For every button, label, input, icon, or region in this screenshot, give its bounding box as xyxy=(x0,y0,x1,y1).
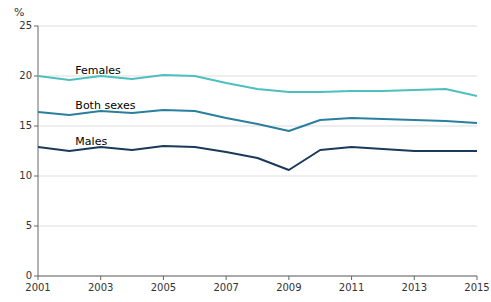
y-tick-label: 5 xyxy=(26,220,32,231)
x-tick-label: 2005 xyxy=(151,282,176,293)
series-label: Males xyxy=(75,135,107,148)
y-axis-label: % xyxy=(14,6,24,19)
x-tick xyxy=(351,276,352,280)
lines xyxy=(38,75,477,170)
x-tick xyxy=(288,276,289,280)
y-tick-label: 25 xyxy=(19,20,32,31)
series-label: Females xyxy=(75,64,121,77)
y-tick xyxy=(34,126,38,127)
x-tick xyxy=(414,276,415,280)
y-tick xyxy=(34,226,38,227)
x-tick xyxy=(38,276,39,280)
series-line xyxy=(38,146,477,170)
x-tick xyxy=(163,276,164,280)
y-tick xyxy=(34,76,38,77)
grid-line xyxy=(38,126,477,127)
x-tick-label: 2009 xyxy=(276,282,301,293)
x-tick-label: 2013 xyxy=(402,282,427,293)
y-tick xyxy=(34,26,38,27)
series-line xyxy=(38,75,477,96)
x-tick xyxy=(477,276,478,280)
x-tick xyxy=(100,276,101,280)
y-tick-label: 10 xyxy=(19,170,32,181)
x-tick-label: 2007 xyxy=(213,282,238,293)
y-tick-label: 0 xyxy=(26,270,32,281)
grid xyxy=(38,26,477,276)
chart-container: 0 5 10 15 20 25 2001 2003 2005 2007 2009 2011 2013 20… xyxy=(0,0,491,302)
grid-line xyxy=(38,276,477,277)
y-tick xyxy=(34,176,38,177)
x-tick-label: 2011 xyxy=(339,282,364,293)
grid-line xyxy=(38,176,477,177)
y-axis xyxy=(38,26,39,276)
series-label: Both sexes xyxy=(75,99,135,112)
x-tick-label: 2001 xyxy=(25,282,50,293)
y-tick-label: 20 xyxy=(19,70,32,81)
grid-line xyxy=(38,226,477,227)
x-axis xyxy=(38,276,477,277)
y-tick-label: 15 xyxy=(19,120,32,131)
y-tick xyxy=(34,276,38,277)
x-tick-label: 2015 xyxy=(464,282,489,293)
series-line xyxy=(38,110,477,131)
grid-line xyxy=(38,26,477,27)
x-tick-label: 2003 xyxy=(88,282,113,293)
chart: 0 5 10 15 20 25 2001 2003 2005 2007 2009 2011 2013 20… xyxy=(0,0,491,302)
x-tick xyxy=(226,276,227,280)
